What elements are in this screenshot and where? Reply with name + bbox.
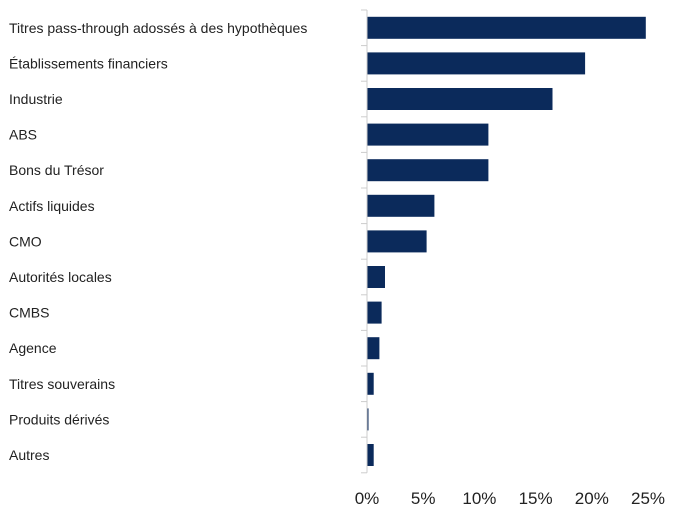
category-label: Autres xyxy=(9,447,49,463)
bar xyxy=(367,444,374,466)
category-label: Établissements financiers xyxy=(9,55,168,71)
bar xyxy=(367,194,435,217)
category-label: Produits dérivés xyxy=(9,411,109,427)
bar xyxy=(367,52,586,75)
bar xyxy=(367,230,427,253)
x-axis-ticks: 0% 5% 10% 15% 20% 25% xyxy=(355,489,665,508)
bar xyxy=(367,301,382,324)
category-label: Titres souverains xyxy=(9,376,115,392)
category-labels: Titres pass-through adossés à des hypoth… xyxy=(9,20,307,463)
bar xyxy=(367,266,385,288)
y-axis xyxy=(361,9,368,474)
x-tick-label: 25% xyxy=(631,489,665,508)
x-tick-label: 10% xyxy=(462,489,496,508)
category-label: CMBS xyxy=(9,305,49,321)
bar xyxy=(367,337,380,360)
x-tick-label: 20% xyxy=(575,489,609,508)
category-label: ABS xyxy=(9,127,37,143)
x-tick-label: 0% xyxy=(355,489,380,508)
bar xyxy=(367,16,646,39)
x-tick-label: 5% xyxy=(411,489,436,508)
bar xyxy=(367,372,374,395)
category-label: Industrie xyxy=(9,91,63,107)
bar xyxy=(367,408,369,431)
bar xyxy=(367,123,489,146)
bars-layer xyxy=(367,16,646,466)
category-label: Bons du Trésor xyxy=(9,162,104,178)
category-label: Actifs liquides xyxy=(9,198,95,214)
x-tick-label: 15% xyxy=(519,489,553,508)
category-label: CMO xyxy=(9,233,42,249)
bar xyxy=(367,88,553,110)
category-label: Autorités locales xyxy=(9,269,112,285)
category-label: Titres pass-through adossés à des hypoth… xyxy=(9,20,307,36)
bar xyxy=(367,159,489,182)
category-label: Agence xyxy=(9,340,57,356)
